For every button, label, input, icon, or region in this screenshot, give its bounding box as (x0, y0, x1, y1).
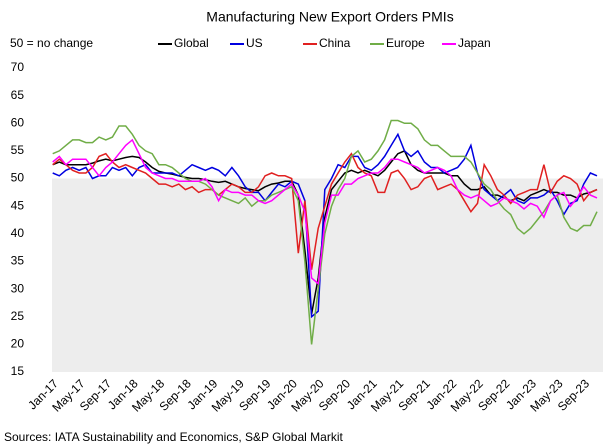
chart-title: Manufacturing New Export Orders PMIs (206, 9, 453, 25)
line-series (52, 132, 598, 319)
line-series (52, 119, 598, 345)
y-tick-label: 55 (11, 143, 25, 157)
y-tick-label: 15 (11, 364, 25, 378)
legend-label: Japan (458, 36, 491, 50)
annotation: 50 = no change (10, 36, 93, 50)
source: Sources: IATA Sustainability and Economi… (4, 430, 343, 444)
y-tick-label: 65 (11, 88, 25, 102)
y-tick-label: 30 (11, 281, 25, 295)
y-tick-label: 20 (11, 337, 25, 351)
y-tick-label: 70 (11, 60, 25, 74)
line-series (52, 152, 598, 270)
y-tick-label: 35 (11, 254, 25, 268)
y-tick-label: 45 (11, 198, 25, 212)
legend-label: Europe (386, 36, 425, 50)
line-series (52, 138, 598, 286)
y-tick-label: 50 (11, 171, 25, 185)
y-tick-label: 60 (11, 115, 25, 129)
legend-label: Global (174, 36, 209, 50)
legend-label: US (246, 36, 263, 50)
y-tick-label: 25 (11, 309, 25, 323)
y-tick-label: 40 (11, 226, 25, 240)
legend-label: China (319, 36, 351, 50)
